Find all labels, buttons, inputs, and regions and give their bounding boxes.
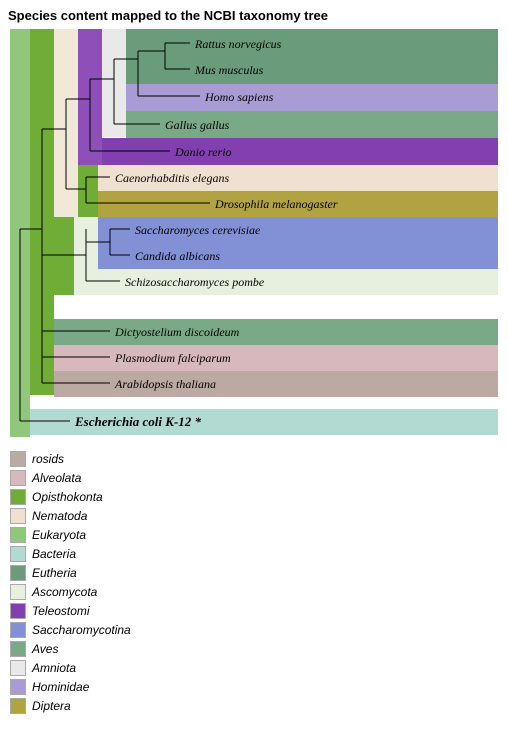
legend-label: Saccharomycotina xyxy=(32,623,131,637)
legend-swatch xyxy=(10,470,26,486)
legend-swatch xyxy=(10,527,26,543)
legend-label: rosids xyxy=(32,452,64,466)
legend-label: Aves xyxy=(32,642,58,656)
legend: rosids Alveolata Opisthokonta Nematoda Eukar… xyxy=(10,451,498,714)
taxonomy-tree: Rattus norvegicus Mus musculus Homo sapien… xyxy=(10,29,498,437)
legend-swatch xyxy=(10,622,26,638)
legend-item: Diptera xyxy=(10,698,498,714)
species-label: Saccharomyces cerevisiae xyxy=(135,223,261,237)
legend-swatch xyxy=(10,698,26,714)
species-label: Arabidopsis thaliana xyxy=(114,377,216,391)
species-label: Mus musculus xyxy=(194,63,264,77)
species-label: Plasmodium falciparum xyxy=(114,351,231,365)
species-label: Caenorhabditis elegans xyxy=(115,171,229,185)
legend-item: Teleostomi xyxy=(10,603,498,619)
legend-swatch xyxy=(10,584,26,600)
legend-swatch xyxy=(10,603,26,619)
legend-swatch xyxy=(10,679,26,695)
legend-swatch xyxy=(10,546,26,562)
legend-item: Ascomycota xyxy=(10,584,498,600)
species-label: Escherichia coli K-12 * xyxy=(74,414,202,429)
tree-svg: Rattus norvegicus Mus musculus Homo sapien… xyxy=(10,29,498,437)
legend-label: Teleostomi xyxy=(32,604,90,618)
species-label: Homo sapiens xyxy=(204,90,274,104)
legend-label: Eutheria xyxy=(32,566,77,580)
species-label: Gallus gallus xyxy=(165,118,230,132)
clade-bar xyxy=(78,165,98,217)
legend-item: Nematoda xyxy=(10,508,498,524)
clade-bar xyxy=(126,84,498,111)
legend-swatch xyxy=(10,508,26,524)
legend-item: rosids xyxy=(10,451,498,467)
species-label: Candida albicans xyxy=(135,249,220,263)
legend-swatch xyxy=(10,641,26,657)
legend-item: Eutheria xyxy=(10,565,498,581)
legend-item: Bacteria xyxy=(10,546,498,562)
legend-label: Opisthokonta xyxy=(32,490,103,504)
clade-bar xyxy=(54,217,74,295)
legend-item: Amniota xyxy=(10,660,498,676)
legend-label: Bacteria xyxy=(32,547,76,561)
legend-swatch xyxy=(10,451,26,467)
legend-label: Alveolata xyxy=(32,471,81,485)
legend-item: Saccharomycotina xyxy=(10,622,498,638)
legend-label: Eukaryota xyxy=(32,528,86,542)
legend-swatch xyxy=(10,660,26,676)
legend-item: Hominidae xyxy=(10,679,498,695)
legend-item: Opisthokonta xyxy=(10,489,498,505)
page-title: Species content mapped to the NCBI taxon… xyxy=(0,0,508,29)
legend-label: Ascomycota xyxy=(32,585,97,599)
legend-label: Nematoda xyxy=(32,509,87,523)
species-label: Dictyostelium discoideum xyxy=(114,325,240,339)
legend-swatch xyxy=(10,565,26,581)
clade-bar xyxy=(126,29,498,84)
species-label: Rattus norvegicus xyxy=(194,37,282,51)
legend-swatch xyxy=(10,489,26,505)
legend-label: Diptera xyxy=(32,699,71,713)
legend-label: Amniota xyxy=(32,661,76,675)
legend-label: Hominidae xyxy=(32,680,89,694)
legend-item: Eukaryota xyxy=(10,527,498,543)
species-label: Drosophila melanogaster xyxy=(214,197,338,211)
legend-item: Aves xyxy=(10,641,498,657)
species-label: Schizosaccharomyces pombe xyxy=(125,275,265,289)
legend-item: Alveolata xyxy=(10,470,498,486)
species-label: Danio rerio xyxy=(174,145,232,159)
